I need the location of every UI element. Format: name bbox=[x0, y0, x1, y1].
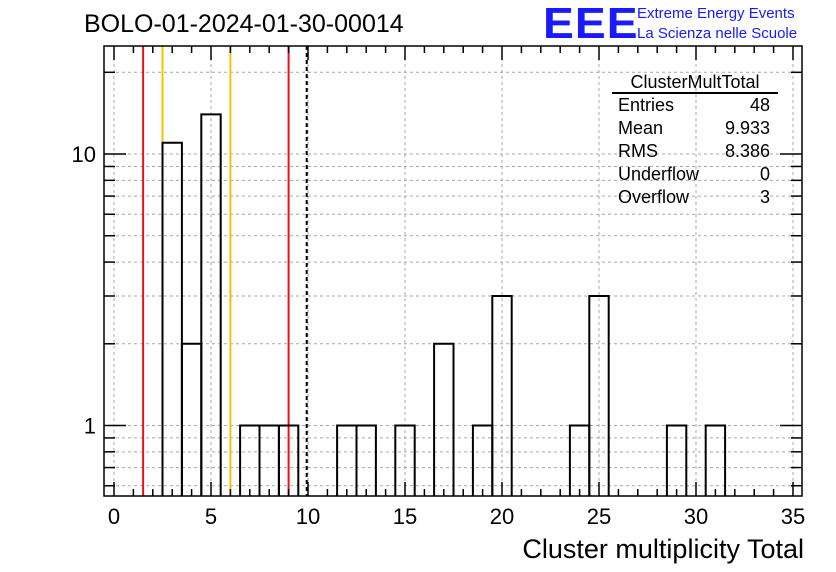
histogram-bin bbox=[704, 424, 727, 496]
histogram-bin bbox=[161, 141, 183, 496]
stats-value: 0 bbox=[759, 164, 770, 184]
y-tick-label: 1 bbox=[84, 414, 96, 439]
stats-value: 8.386 bbox=[724, 141, 770, 161]
histogram-bin bbox=[200, 113, 222, 496]
stats-box: ClusterMultTotal Entries 48 Mean 9.933 RMS 8.… bbox=[612, 72, 778, 209]
histogram-bin bbox=[433, 342, 455, 496]
stats-row: Underflow 0 bbox=[612, 163, 778, 186]
histogram-bins bbox=[161, 113, 727, 496]
stats-label: RMS bbox=[618, 141, 658, 161]
histogram-bin bbox=[277, 424, 300, 496]
stats-label: Underflow bbox=[618, 164, 700, 184]
plot-border bbox=[103, 45, 803, 497]
x-tick-label: 5 bbox=[205, 504, 217, 529]
stats-value: 48 bbox=[749, 95, 770, 115]
x-tick-label: 10 bbox=[296, 504, 320, 529]
histogram-bin bbox=[588, 294, 610, 496]
y-tick-label: 10 bbox=[72, 142, 96, 167]
histogram-bin bbox=[394, 424, 416, 496]
stats-value: 3 bbox=[759, 187, 770, 207]
x-tick-label: 30 bbox=[684, 504, 708, 529]
logo-line1: Extreme Energy Events bbox=[637, 5, 795, 22]
stats-label: Overflow bbox=[618, 187, 690, 207]
x-tick-label: 25 bbox=[587, 504, 611, 529]
histogram-bin bbox=[665, 424, 688, 496]
logo-caption: Extreme Energy Events La Scienza nelle S… bbox=[637, 4, 797, 44]
stats-value: 9.933 bbox=[724, 118, 770, 138]
histogram-bin bbox=[355, 424, 377, 496]
chart-title: BOLO-01-2024-01-30-00014 bbox=[84, 10, 404, 38]
eee-logo: EEE bbox=[543, 0, 639, 48]
histogram-bin bbox=[180, 342, 203, 496]
x-axis-label: Cluster multiplicity Total bbox=[522, 534, 804, 564]
x-tick-label: 0 bbox=[108, 504, 120, 529]
stats-row: Overflow 3 bbox=[612, 186, 778, 209]
stats-name: ClusterMultTotal bbox=[612, 72, 778, 94]
stats-row: Mean 9.933 bbox=[612, 117, 778, 140]
stats-row: Entries 48 bbox=[612, 94, 778, 117]
stats-row: RMS 8.386 bbox=[612, 140, 778, 163]
plot-frame bbox=[103, 45, 803, 497]
stats-label: Entries bbox=[618, 95, 675, 115]
histogram-bin bbox=[491, 294, 513, 496]
logo-line2: La Scienza nelle Scuole bbox=[637, 25, 798, 42]
x-tick-label: 35 bbox=[781, 504, 805, 529]
vertical-markers bbox=[142, 46, 308, 496]
stats-label: Mean bbox=[618, 118, 664, 138]
x-tick-label: 20 bbox=[490, 504, 514, 529]
x-tick-label: 15 bbox=[393, 504, 417, 529]
